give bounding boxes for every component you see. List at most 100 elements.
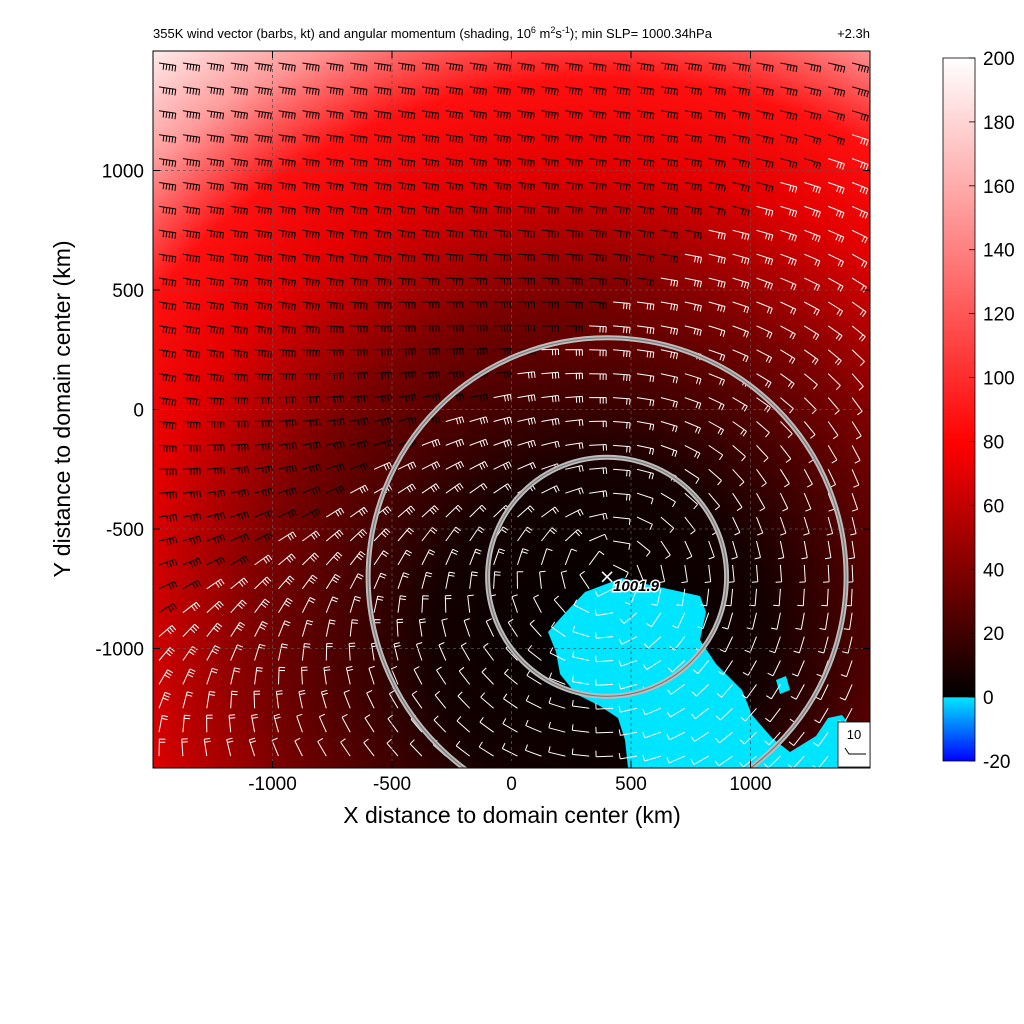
wind-barb [541, 395, 560, 403]
colorbar-tick-label: 60 [983, 496, 1004, 517]
wind-barb [517, 110, 535, 120]
wind-barb [828, 110, 846, 122]
wind-barb [254, 510, 274, 519]
wind-barb [182, 325, 201, 335]
wind-barb [700, 588, 710, 607]
wind-barb [692, 660, 710, 674]
wind-barb [158, 86, 177, 96]
wind-barb [819, 612, 829, 630]
wind-barb [302, 486, 321, 495]
wind-barb [182, 110, 201, 120]
wind-barb [756, 253, 774, 266]
wind-barb [434, 690, 447, 709]
wind-barb [278, 643, 288, 661]
wind-barb [182, 158, 201, 168]
wind-barb [660, 229, 679, 239]
wind-barb [715, 731, 733, 744]
wind-barb [579, 570, 590, 590]
wind-barb [565, 301, 583, 309]
wind-barb [732, 277, 750, 289]
wind-barb [469, 158, 487, 168]
plot-area: 1001.9 [153, 51, 870, 768]
wind-barb [589, 182, 607, 191]
wind-barb [206, 301, 225, 311]
wind-barb [732, 516, 741, 536]
reference-barb-key: 10 [837, 721, 871, 768]
wind-barb [278, 110, 296, 120]
wind-barb [541, 277, 559, 285]
wind-barb [708, 277, 726, 289]
wind-barb [541, 253, 559, 262]
wind-barb [746, 612, 757, 630]
wind-barb [278, 464, 297, 474]
wind-barb [397, 229, 416, 239]
wind-barb [708, 253, 726, 265]
wind-barb [780, 325, 796, 340]
wind-barb [158, 536, 178, 546]
wind-barb [397, 62, 416, 72]
wind-barb [325, 619, 336, 637]
wind-barb [613, 468, 631, 477]
wind-barb [373, 461, 393, 471]
wind-barb [302, 62, 320, 72]
wind-barb [326, 134, 344, 144]
wind-barb [397, 110, 416, 120]
wind-barb [589, 86, 607, 96]
wind-barb [397, 549, 412, 566]
wind-barb [636, 444, 655, 455]
wind-barb [182, 301, 201, 311]
wind-barb [294, 737, 303, 757]
wind-barb [708, 492, 721, 511]
wind-barb [397, 572, 410, 589]
wind-barb [278, 509, 297, 519]
wind-barb [804, 349, 819, 365]
wind-barb [708, 421, 725, 436]
wind-barb [549, 672, 566, 685]
wind-barb [777, 540, 785, 560]
reference-barb-icon [844, 747, 866, 755]
wind-barb [851, 182, 869, 195]
wind-barb [507, 618, 518, 637]
wind-barb [397, 86, 416, 96]
wind-barb [254, 576, 272, 590]
wind-barb [326, 507, 345, 518]
wind-barb [780, 253, 797, 266]
wind-barb [349, 595, 362, 613]
wind-barb [851, 86, 869, 98]
wind-barb [182, 253, 201, 263]
wind-barb [804, 110, 822, 121]
wind-barb [349, 484, 369, 494]
wind-barb [326, 229, 344, 239]
wind-barb [764, 731, 781, 746]
wind-barb [363, 738, 375, 757]
wind-barb [613, 182, 631, 191]
wind-barb [708, 158, 726, 168]
wind-barb [230, 690, 238, 709]
wind-barb [525, 719, 542, 733]
wind-barb [182, 397, 201, 406]
colorbar-ticks: -20 0 20 40 60 80 100 120 140 160 180 200 [969, 49, 1015, 773]
wind-barb [485, 618, 495, 637]
wind-barb [613, 349, 631, 358]
wind-barb [780, 134, 798, 145]
wind-barb [158, 738, 166, 757]
colorbar-tick-label: 40 [983, 560, 1004, 581]
wind-barb [469, 253, 488, 262]
wind-barb [565, 487, 584, 495]
wind-barb [636, 421, 655, 431]
wind-barb [158, 669, 174, 685]
wind-barb [851, 469, 860, 488]
wind-barb [158, 110, 177, 120]
wind-barb [771, 612, 781, 630]
wind-barb [230, 621, 246, 637]
wind-barb [350, 394, 369, 403]
wind-barb [636, 397, 655, 407]
wind-barb [445, 86, 464, 96]
wind-barb [595, 703, 614, 710]
wind-barb [612, 564, 629, 579]
wind-barb [409, 739, 423, 757]
wind-barb [851, 158, 869, 171]
wind-barb [493, 571, 501, 589]
wind-barb [421, 483, 440, 494]
wind-barb [533, 594, 542, 613]
